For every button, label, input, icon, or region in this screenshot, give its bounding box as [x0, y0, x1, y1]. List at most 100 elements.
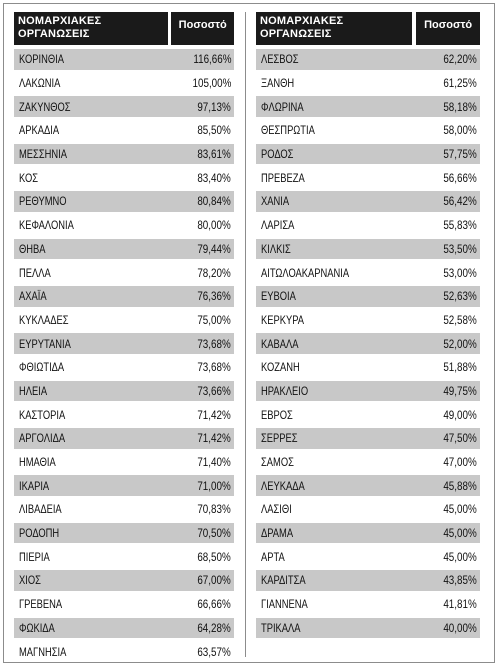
left-column: ΝΟΜΑΡΧΙΑΚΕΣ ΟΡΓΑΝΩΣΕΙΣ Ποσοστό ΚΟΡΙΝΘΙΑ 1…: [14, 12, 234, 665]
percentage-value: 56,66%: [443, 170, 477, 185]
prefecture-name: ΞΑΝΘΗ: [261, 76, 295, 91]
percentage-value: 73,68%: [197, 336, 231, 351]
percentage-value: 73,66%: [197, 383, 231, 398]
prefecture-name: ΗΡΑΚΛΕΙΟ: [261, 383, 309, 398]
prefecture-name: ΚΑΡΔΙΤΣΑ: [261, 573, 306, 588]
percentage-value: 57,75%: [443, 147, 477, 162]
percentage-value: 83,40%: [197, 170, 231, 185]
table-row: ΦΩΚΙΔΑ 64,28%: [14, 617, 234, 639]
prefecture-name: ΜΑΓΝΗΣΙΑ: [19, 644, 67, 659]
percentage-value: 47,00%: [443, 455, 477, 470]
table-row: ΗΛΕΙΑ 73,66%: [14, 380, 234, 402]
percentage-value: 58,00%: [443, 123, 477, 138]
percentage-value: 116,66%: [192, 52, 231, 67]
percentage-value: 73,68%: [197, 360, 231, 375]
table-row: ΚΥΚΛΑΔΕΣ 75,00%: [14, 310, 234, 331]
percentage-value: 75,00%: [197, 312, 231, 327]
table-row: ΛΑΡΙΣΑ 55,83%: [256, 215, 480, 236]
prefecture-name: ΠΡΕΒΕΖΑ: [261, 170, 305, 185]
percentage-value: 83,61%: [197, 147, 231, 162]
table-row: ΜΕΣΣΗΝΙΑ 83,61%: [14, 143, 234, 165]
prefecture-name: ΗΛΕΙΑ: [19, 383, 48, 398]
right-header: ΝΟΜΑΡΧΙΑΚΕΣ ΟΡΓΑΝΩΣΕΙΣ Ποσοστό: [256, 12, 480, 45]
table-row: ΑΧΑΪΑ 76,36%: [14, 285, 234, 307]
prefecture-name: ΛΑΣΙΘΙ: [261, 502, 292, 517]
percentage-value: 58,18%: [443, 99, 477, 114]
table-row: ΡΟΔΟΠΗ 70,50%: [14, 522, 234, 544]
right-header-percent: Ποσοστό: [416, 12, 480, 45]
table-row: ΑΙΤΩΛΟΑΚΑΡΝΑΝΙΑ 53,00%: [256, 262, 480, 283]
table-row: ΗΡΑΚΛΕΙΟ 49,75%: [256, 380, 480, 402]
table-row: ΚΑΡΔΙΤΣΑ 43,85%: [256, 570, 480, 591]
table-row: ΚΙΛΚΙΣ 53,50%: [256, 238, 480, 260]
percentage-value: 45,00%: [443, 549, 477, 564]
table-row: ΔΡΑΜΑ 45,00%: [256, 522, 480, 544]
prefecture-name: ΚΟΡΙΝΘΙΑ: [19, 52, 64, 67]
prefecture-name: ΜΕΣΣΗΝΙΑ: [19, 147, 67, 162]
prefecture-name: ΣΕΡΡΕΣ: [261, 431, 298, 446]
table-row: ΕΒΡΟΣ 49,00%: [256, 404, 480, 425]
percentage-value: 71,42%: [197, 431, 231, 446]
right-rows: ΛΕΣΒΟΣ 62,20% ΞΑΝΘΗ 61,25% ΦΛΩΡΙΝΑ 58,18% ΘΕΣΠ…: [256, 49, 480, 639]
table-row: ΘΕΣΠΡΩΤΙΑ 58,00%: [256, 120, 480, 141]
table-row: ΣΑΜΟΣ 47,00%: [256, 452, 480, 473]
prefecture-name: ΡΕΘΥΜΝΟ: [19, 194, 67, 209]
percentage-value: 52,00%: [443, 336, 477, 351]
table-row: ΧΙΟΣ 67,00%: [14, 570, 234, 591]
prefecture-name: ΑΡΤΑ: [261, 549, 285, 564]
prefecture-name: ΓΡΕΒΕΝΑ: [19, 597, 63, 612]
percentage-value: 45,88%: [443, 478, 477, 493]
prefecture-name: ΑΙΤΩΛΟΑΚΑΡΝΑΝΙΑ: [261, 265, 350, 280]
prefecture-name: ΦΛΩΡΙΝΑ: [261, 99, 304, 114]
table-row: ΚΑΒΑΛΑ 52,00%: [256, 333, 480, 354]
table-row: ΠΡΕΒΕΖΑ 56,66%: [256, 167, 480, 188]
table-row: ΗΜΑΘΙΑ 71,40%: [14, 452, 234, 473]
percentage-value: 51,88%: [443, 360, 477, 375]
table-row: ΤΡΙΚΑΛΑ 40,00%: [256, 617, 480, 639]
percentage-value: 41,81%: [443, 597, 477, 612]
percentage-value: 71,00%: [197, 478, 231, 493]
right-column: ΝΟΜΑΡΧΙΑΚΕΣ ΟΡΓΑΝΩΣΕΙΣ Ποσοστό ΛΕΣΒΟΣ 62,…: [256, 12, 480, 641]
percentage-value: 97,13%: [197, 99, 231, 114]
percentage-value: 49,00%: [443, 407, 477, 422]
prefecture-name: ΛΙΒΑΔΕΙΑ: [19, 502, 62, 517]
prefecture-name: ΤΡΙΚΑΛΑ: [261, 620, 301, 635]
percentage-value: 85,50%: [197, 123, 231, 138]
table-row: ΚΟΣ 83,40%: [14, 167, 234, 188]
prefecture-name: ΛΑΡΙΣΑ: [261, 218, 295, 233]
left-header-title: ΝΟΜΑΡΧΙΑΚΕΣ ΟΡΓΑΝΩΣΕΙΣ: [14, 12, 168, 45]
percentage-value: 61,25%: [443, 76, 477, 91]
prefecture-name: ΑΡΚΑΔΙΑ: [19, 123, 60, 138]
table-row: ΖΑΚΥΝΘΟΣ 97,13%: [14, 96, 234, 118]
table-row: ΣΕΡΡΕΣ 47,50%: [256, 428, 480, 449]
prefecture-name: ΛΕΥΚΑΔΑ: [261, 478, 305, 493]
prefecture-name: ΧΑΝΙΑ: [261, 194, 290, 209]
table-row: ΚΟΡΙΝΘΙΑ 116,66%: [14, 49, 234, 70]
table-row: ΓΙΑΝΝΕΝΑ 41,81%: [256, 594, 480, 615]
prefecture-name: ΡΟΔΟΠΗ: [19, 526, 60, 541]
table-row: ΠΕΛΛΑ 78,20%: [14, 262, 234, 283]
table-row: ΡΟΔΟΣ 57,75%: [256, 143, 480, 165]
column-divider: [245, 12, 246, 657]
table-frame: ΝΟΜΑΡΧΙΑΚΕΣ ΟΡΓΑΝΩΣΕΙΣ Ποσοστό ΚΟΡΙΝΘΙΑ 1…: [3, 3, 495, 663]
left-header: ΝΟΜΑΡΧΙΑΚΕΣ ΟΡΓΑΝΩΣΕΙΣ Ποσοστό: [14, 12, 234, 45]
table-row: ΡΕΘΥΜΝΟ 80,84%: [14, 191, 234, 212]
prefecture-name: ΗΜΑΘΙΑ: [19, 455, 56, 470]
percentage-value: 52,63%: [443, 289, 477, 304]
percentage-value: 40,00%: [443, 620, 477, 635]
table-row: ΦΘΙΩΤΙΔΑ 73,68%: [14, 357, 234, 378]
table-row: ΠΙΕΡΙΑ 68,50%: [14, 546, 234, 567]
percentage-value: 63,57%: [197, 644, 231, 659]
percentage-value: 49,75%: [443, 383, 477, 398]
table-row: ΚΟΖΑΝΗ 51,88%: [256, 357, 480, 378]
percentage-value: 66,66%: [197, 597, 231, 612]
prefecture-name: ΠΕΛΛΑ: [19, 265, 51, 280]
table-row: ΙΚΑΡΙΑ 71,00%: [14, 475, 234, 497]
percentage-value: 70,83%: [197, 502, 231, 517]
prefecture-name: ΚΙΛΚΙΣ: [261, 241, 291, 256]
table-row: ΓΡΕΒΕΝΑ 66,66%: [14, 594, 234, 615]
percentage-value: 68,50%: [197, 549, 231, 564]
percentage-value: 62,20%: [443, 52, 477, 67]
percentage-value: 53,50%: [443, 241, 477, 256]
prefecture-name: ΚΕΡΚΥΡΑ: [261, 312, 305, 327]
